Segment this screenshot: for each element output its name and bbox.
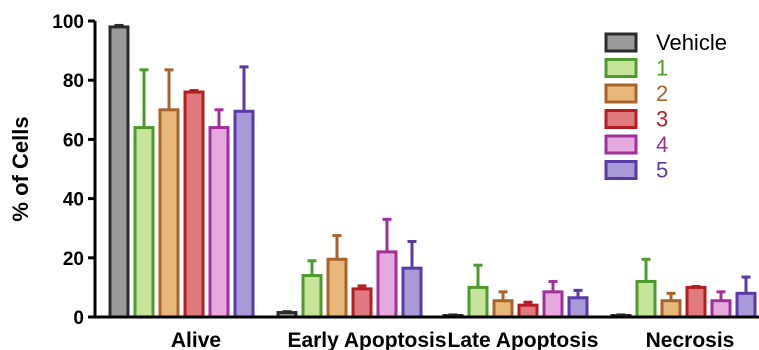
bar-series-4-1 bbox=[376, 250, 398, 319]
axes-layer bbox=[93, 21, 759, 319]
legend-label: Vehicle bbox=[656, 30, 727, 55]
legend-swatch bbox=[604, 160, 638, 180]
x-category-label: Early Apoptosis bbox=[287, 329, 446, 350]
bar-vehicle-0 bbox=[108, 25, 130, 319]
bar-series-2-2 bbox=[492, 299, 514, 319]
bar-series-3-2 bbox=[517, 303, 539, 319]
bar-series-5-1 bbox=[401, 266, 423, 319]
bar-series-1-0 bbox=[133, 126, 155, 319]
bar-series-3-3 bbox=[685, 285, 707, 319]
y-ticks: 0 20 40 60 80 100 bbox=[52, 12, 95, 329]
bar-series-2-3 bbox=[660, 299, 682, 319]
y-tick-label: 20 bbox=[63, 249, 84, 270]
bar-series-5-0 bbox=[233, 109, 255, 319]
bar-series-2-0 bbox=[158, 108, 180, 319]
bar-series-4-3 bbox=[710, 299, 732, 319]
bar-series-5-3 bbox=[735, 291, 757, 319]
legend-swatch bbox=[604, 32, 638, 53]
bar-series-1-2 bbox=[467, 285, 489, 319]
bar-series-4-0 bbox=[208, 126, 230, 319]
y-tick-label: 60 bbox=[63, 130, 84, 151]
x-category-label: Alive bbox=[171, 329, 221, 350]
legend-label: 1 bbox=[656, 56, 668, 81]
legend-swatch bbox=[604, 109, 638, 129]
y-tick-label: 0 bbox=[73, 308, 84, 329]
y-axis-title: % of Cells bbox=[8, 116, 33, 221]
legend-swatch bbox=[604, 83, 638, 104]
bar-series-1-1 bbox=[301, 274, 323, 319]
bar-series-1-3 bbox=[635, 279, 657, 319]
legend-label: 4 bbox=[656, 132, 668, 157]
bar-series-3-1 bbox=[351, 287, 373, 319]
bar-series-3-0 bbox=[183, 90, 205, 319]
y-tick-label: 40 bbox=[63, 190, 84, 211]
legend-label: 5 bbox=[656, 158, 668, 183]
x-category-label: Late Apoptosis bbox=[448, 329, 599, 350]
bar-series-4-2 bbox=[542, 290, 564, 319]
x-category-label: Necrosis bbox=[646, 329, 735, 350]
y-tick-label: 100 bbox=[52, 12, 84, 33]
x-category-labels: Alive Early Apoptosis Late Apoptosis Necros… bbox=[171, 329, 734, 350]
y-tick-label: 80 bbox=[63, 71, 84, 92]
legend-swatch bbox=[604, 58, 638, 78]
legend-swatch bbox=[604, 134, 638, 155]
bar-series-5-2 bbox=[567, 296, 589, 319]
legend-label: 3 bbox=[656, 107, 668, 132]
legend-label: 2 bbox=[656, 81, 668, 106]
bar-series-2-1 bbox=[326, 257, 348, 319]
